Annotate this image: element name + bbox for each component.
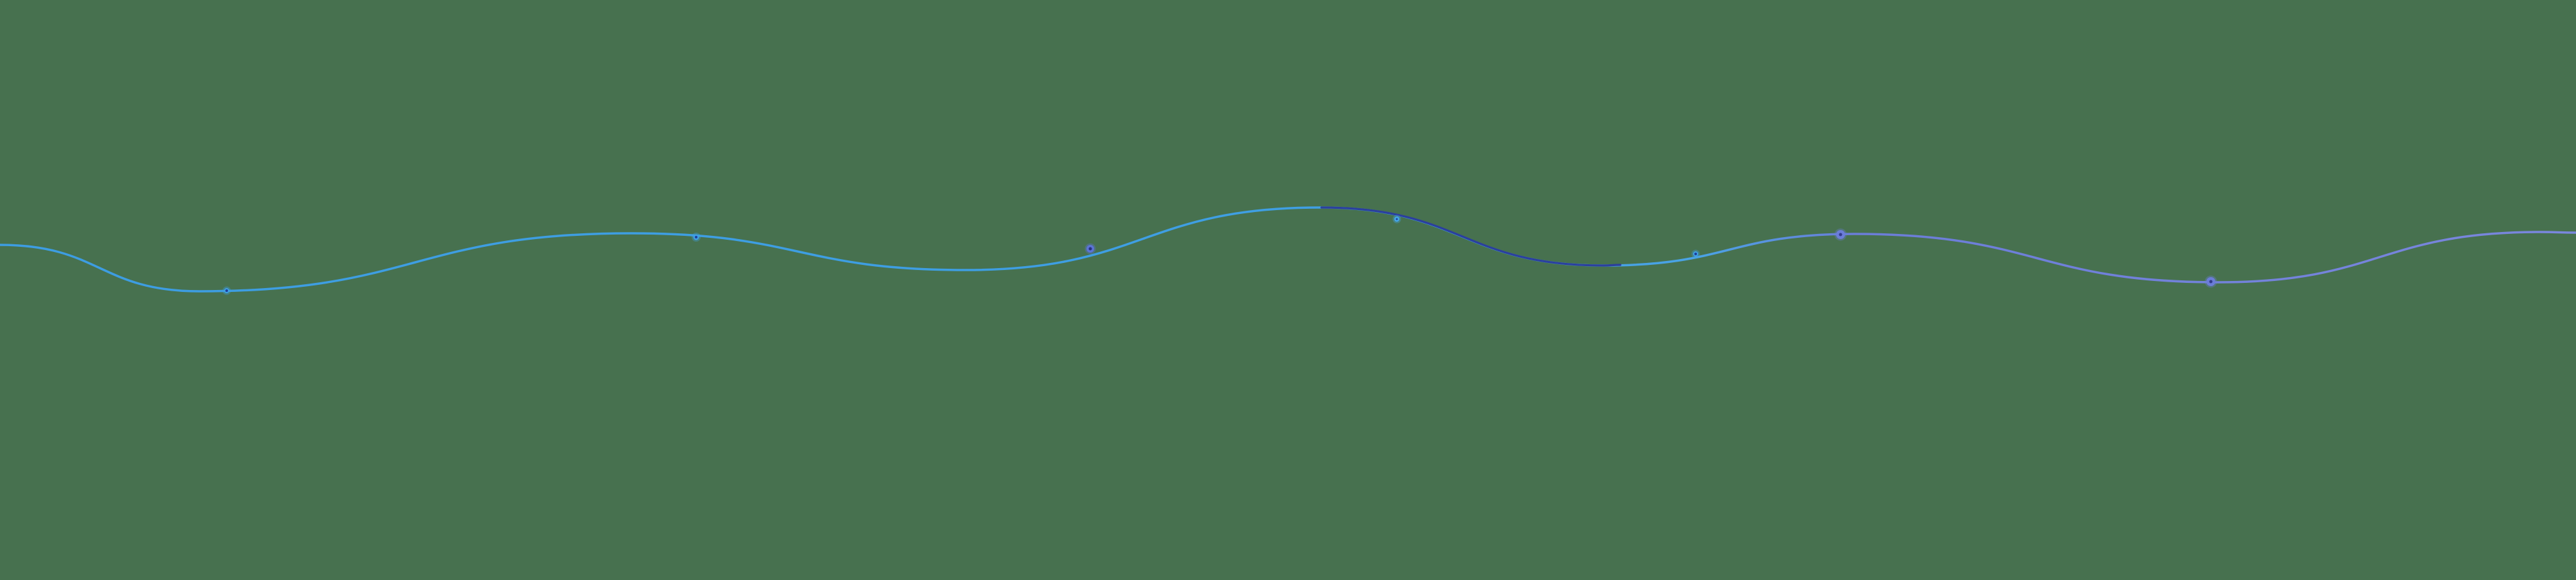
data-point-marker-core: [1694, 253, 1697, 255]
data-point-marker-core: [1088, 247, 1092, 251]
data-point-marker-core: [695, 236, 697, 238]
data-point-marker-group: [222, 215, 2217, 295]
wave-line-dark-segment: [1320, 206, 1622, 267]
wave-line: [0, 206, 2576, 293]
data-point-marker-core: [225, 289, 228, 292]
data-point-marker-core: [1396, 218, 1398, 220]
data-point-marker-core: [2209, 280, 2213, 284]
wave-line-group: [0, 206, 2576, 293]
data-point-marker-core: [1839, 233, 1842, 237]
